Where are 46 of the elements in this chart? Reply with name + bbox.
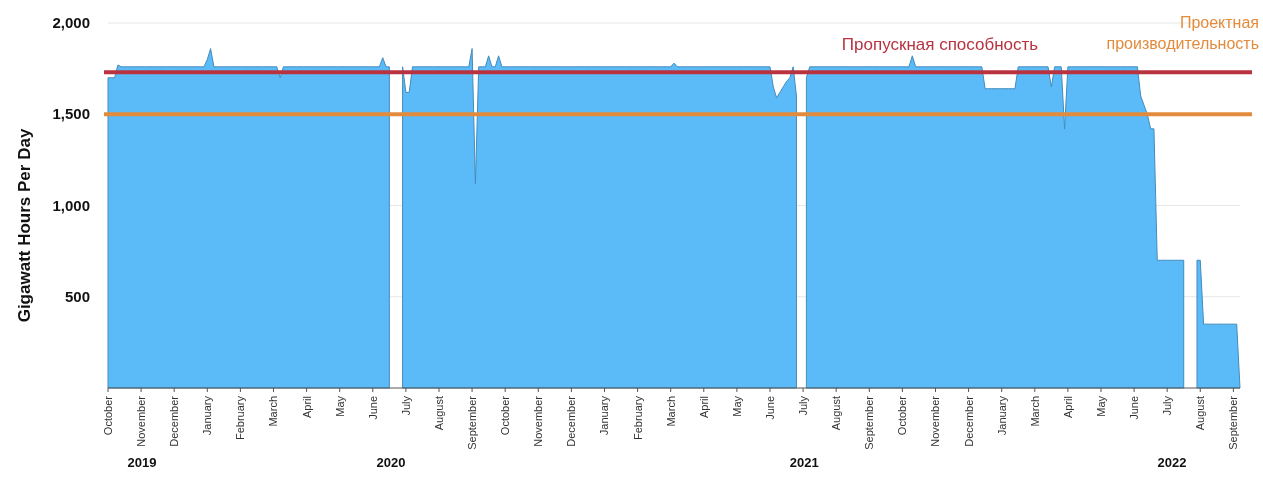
- y-tick-label: 1,500: [52, 105, 90, 123]
- x-tick-label: June: [763, 396, 776, 420]
- ref-line-label: Пропускная способность: [841, 35, 1039, 55]
- text: 2021: [789, 455, 819, 470]
- x-tick-label: June: [1128, 396, 1141, 420]
- x-tick-label: December: [168, 395, 181, 447]
- x-tick-label: June: [366, 396, 379, 420]
- x-tick-label: November: [532, 395, 545, 447]
- y-tick-label: 1,000: [52, 196, 90, 214]
- x-tick-label: January: [995, 395, 1008, 436]
- x-tick-label: August: [432, 396, 445, 431]
- x-tick-label: November: [929, 395, 942, 447]
- x-tick-label: May: [730, 395, 743, 417]
- x-tick-label: February: [631, 395, 644, 441]
- x-tick-label: October: [499, 395, 512, 436]
- x-tick-label: January: [598, 395, 611, 436]
- x-tick-label: March: [267, 396, 280, 427]
- x-tick-label: December: [565, 395, 578, 447]
- ref-line-label: Проектная производительность: [1106, 14, 1259, 52]
- text: 2022: [1157, 455, 1187, 470]
- y-tick-label: 500: [64, 287, 90, 305]
- x-tick-label: July: [1161, 395, 1174, 416]
- x-tick-label: July: [797, 395, 810, 416]
- x-tick-label: February: [234, 395, 247, 441]
- x-tick-label: September: [466, 395, 479, 450]
- x-tick-label: October: [102, 395, 114, 436]
- x-tick-label: October: [896, 395, 909, 436]
- x-tick-label: May: [1094, 395, 1107, 417]
- y-tick-label: 2,000: [52, 14, 90, 31]
- x-tick-label: April: [1061, 396, 1074, 419]
- x-tick-label: March: [664, 396, 677, 427]
- x-tick-label: September: [1227, 395, 1240, 450]
- text: 2020: [376, 455, 406, 470]
- x-tick-label: May: [333, 395, 346, 417]
- x-tick-label: August: [830, 396, 843, 431]
- x-tick-label: January: [201, 395, 214, 436]
- x-tick-label: November: [135, 395, 148, 447]
- x-tick-label: August: [1194, 396, 1207, 431]
- x-tick-label: July: [399, 395, 412, 416]
- x-tick-label: September: [863, 395, 876, 450]
- text: 2019: [127, 455, 157, 470]
- x-tick-label: April: [300, 396, 313, 419]
- y-axis-title: Gigawatt Hours Per Day: [15, 128, 34, 323]
- x-tick-label: April: [697, 396, 710, 419]
- x-tick-label: March: [1028, 396, 1041, 427]
- x-tick-label: December: [962, 395, 975, 447]
